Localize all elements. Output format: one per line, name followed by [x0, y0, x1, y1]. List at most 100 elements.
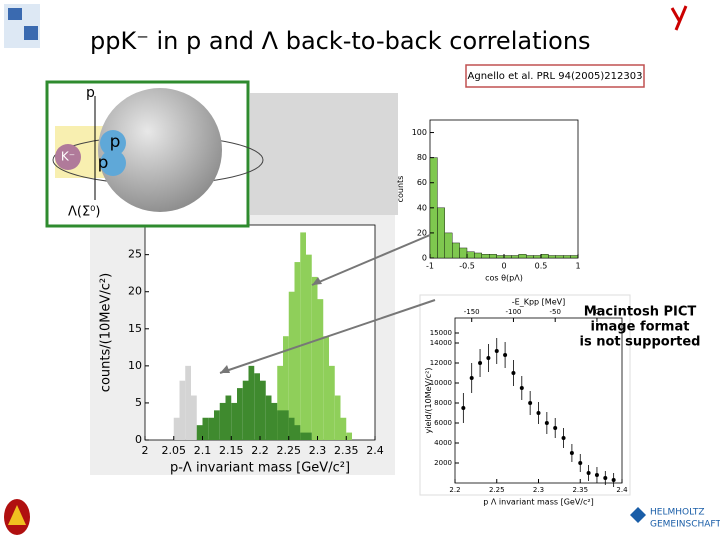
- x-tick-label: -1: [426, 262, 434, 271]
- data-point: [578, 461, 583, 465]
- logo-helmholtz: [630, 507, 646, 523]
- histogram-bar: [237, 388, 243, 440]
- arrow-head: [312, 277, 322, 285]
- histogram-bar: [323, 336, 329, 440]
- histogram-bar: [526, 255, 534, 259]
- x-tick-label: 0.5: [535, 262, 548, 271]
- histogram-bar: [466, 251, 475, 259]
- lambda-label: Λ(Σ⁰): [68, 205, 100, 220]
- logo-fopi-part: [8, 505, 26, 525]
- y-tick-label: 0: [135, 433, 142, 446]
- histogram-bar: [288, 291, 295, 440]
- histogram-bar: [271, 402, 278, 440]
- histogram-bar: [242, 380, 249, 440]
- reference: Agnello et al. PRL 94(2005)212303: [468, 71, 643, 82]
- x-tick-label: 2.1: [194, 444, 212, 457]
- histogram-bar: [300, 232, 306, 440]
- y-tick-label: 14000: [430, 339, 452, 347]
- y-tick-label: 5: [135, 396, 142, 409]
- reference-box: [465, 64, 645, 88]
- x2-tick-label: 0: [595, 308, 599, 316]
- x-tick-label: 0: [501, 262, 506, 271]
- x-tick-label: 2.05: [162, 444, 187, 457]
- histogram-bar: [231, 402, 237, 440]
- histogram-bar: [533, 255, 542, 259]
- arrow: [311, 234, 431, 286]
- x-axis-label: cos θ(pΛ): [485, 274, 523, 283]
- histogram-bar: [452, 242, 460, 259]
- data-point: [511, 371, 516, 375]
- notice: is not supported: [580, 335, 701, 350]
- histogram-bar: [214, 410, 220, 440]
- histogram-bar: [283, 410, 289, 440]
- y-tick-label: 25: [128, 248, 142, 261]
- histogram-bar: [540, 254, 549, 259]
- y-tick-label: 2000: [434, 459, 452, 467]
- y-tick-label: 4000: [434, 439, 452, 447]
- data-point: [611, 478, 616, 482]
- logo-part: [8, 8, 22, 20]
- proton-label: p: [110, 132, 121, 152]
- data-point: [528, 401, 533, 405]
- y-tick-label: 20: [128, 285, 142, 298]
- x-tick-label: 2.2: [251, 444, 269, 457]
- y-tick-label: 6000: [434, 419, 452, 427]
- histogram-bar: [225, 395, 232, 440]
- y-axis-label: counts: [396, 176, 405, 203]
- x-tick-label: 2.4: [366, 444, 384, 457]
- x-tick-label: 2.15: [219, 444, 244, 457]
- proton: [100, 130, 126, 156]
- x-tick-label: -0.5: [459, 262, 475, 271]
- histogram-bar: [481, 254, 490, 259]
- y-tick-label: 0: [422, 254, 427, 263]
- y-tick-label: 12000: [430, 359, 452, 367]
- y-tick-label: 15: [128, 322, 142, 335]
- y-tick-label: 10: [128, 359, 142, 372]
- histogram-bar: [260, 380, 266, 440]
- histogram-bar: [300, 432, 306, 440]
- logo-text: GEMEINSCHAFT: [650, 520, 720, 530]
- histogram-bar: [294, 425, 301, 440]
- histogram-bar: [288, 417, 295, 440]
- x-tick-label: 2: [142, 444, 149, 457]
- histogram-bar: [306, 254, 312, 440]
- histogram-bar: [570, 255, 579, 259]
- x-tick-label: 2.35: [334, 444, 359, 457]
- data-point: [461, 406, 466, 410]
- data-point: [553, 426, 558, 430]
- histogram-bar: [437, 207, 445, 259]
- data-point: [561, 436, 566, 440]
- x2-tick-label: -150: [464, 308, 480, 316]
- data-point: [503, 353, 508, 357]
- histogram-bar: [219, 402, 226, 440]
- histogram-bar: [317, 299, 324, 440]
- notice: image format: [591, 320, 690, 335]
- histogram-bar: [563, 255, 571, 259]
- histogram-bar: [518, 254, 527, 259]
- histogram-bar: [503, 255, 512, 259]
- data-point: [603, 476, 608, 480]
- histogram-bar: [555, 255, 564, 259]
- x-tick-label: 2.4: [616, 486, 628, 494]
- arrow: [219, 299, 436, 374]
- data-point: [469, 376, 474, 380]
- panel: [250, 93, 398, 215]
- nucleus: [98, 88, 222, 212]
- x-tick-label: 2.25: [489, 486, 505, 494]
- x-tick-label: 2.3: [533, 486, 544, 494]
- histogram-bar: [548, 255, 557, 259]
- x2-tick-label: -100: [506, 308, 522, 316]
- arrow-head: [220, 365, 230, 373]
- x-tick-label: 1: [575, 262, 580, 271]
- data-point: [519, 386, 524, 390]
- y-tick-label: 80: [417, 153, 427, 162]
- axis-label: p: [86, 85, 95, 101]
- histogram-bar: [179, 380, 186, 440]
- data-point: [569, 451, 574, 455]
- kaon-label: K⁻: [61, 150, 75, 164]
- histogram-bar: [265, 395, 272, 440]
- histogram-bar: [283, 336, 289, 440]
- y-axis-label: yield/(10MeV/c²): [424, 368, 433, 434]
- histogram-bar: [459, 247, 468, 259]
